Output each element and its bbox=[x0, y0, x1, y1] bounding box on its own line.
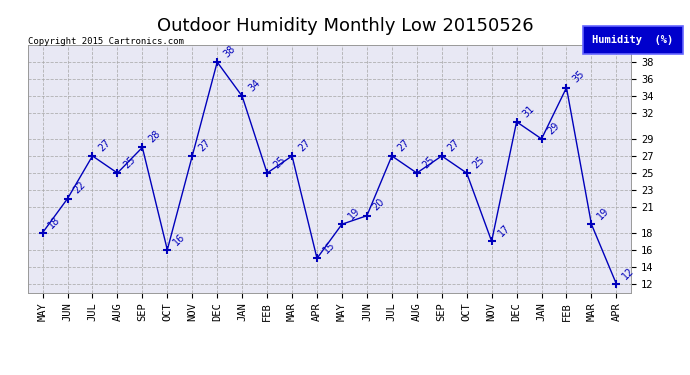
Text: 25: 25 bbox=[121, 154, 137, 170]
Text: 34: 34 bbox=[246, 78, 262, 93]
Text: 15: 15 bbox=[321, 240, 337, 256]
Text: 19: 19 bbox=[346, 206, 362, 222]
Text: 27: 27 bbox=[296, 137, 312, 153]
Text: 35: 35 bbox=[571, 69, 586, 85]
Text: Humidity  (%): Humidity (%) bbox=[593, 35, 673, 45]
Text: 27: 27 bbox=[446, 137, 462, 153]
Text: 12: 12 bbox=[620, 266, 636, 281]
Text: 27: 27 bbox=[197, 137, 213, 153]
Text: 27: 27 bbox=[97, 137, 112, 153]
Text: 25: 25 bbox=[421, 154, 437, 170]
Text: 27: 27 bbox=[396, 137, 412, 153]
Text: 22: 22 bbox=[72, 180, 88, 196]
Text: 25: 25 bbox=[271, 154, 287, 170]
Text: 25: 25 bbox=[471, 154, 486, 170]
Text: 38: 38 bbox=[221, 44, 237, 59]
Text: Outdoor Humidity Monthly Low 20150526: Outdoor Humidity Monthly Low 20150526 bbox=[157, 17, 533, 35]
Text: 17: 17 bbox=[496, 223, 511, 238]
Text: 31: 31 bbox=[521, 103, 537, 119]
Text: Copyright 2015 Cartronics.com: Copyright 2015 Cartronics.com bbox=[28, 38, 184, 46]
Text: 29: 29 bbox=[546, 120, 562, 136]
Text: 18: 18 bbox=[47, 214, 63, 230]
Text: 19: 19 bbox=[595, 206, 611, 222]
Text: 28: 28 bbox=[146, 129, 162, 145]
Text: 16: 16 bbox=[172, 231, 187, 247]
Text: 20: 20 bbox=[371, 197, 387, 213]
